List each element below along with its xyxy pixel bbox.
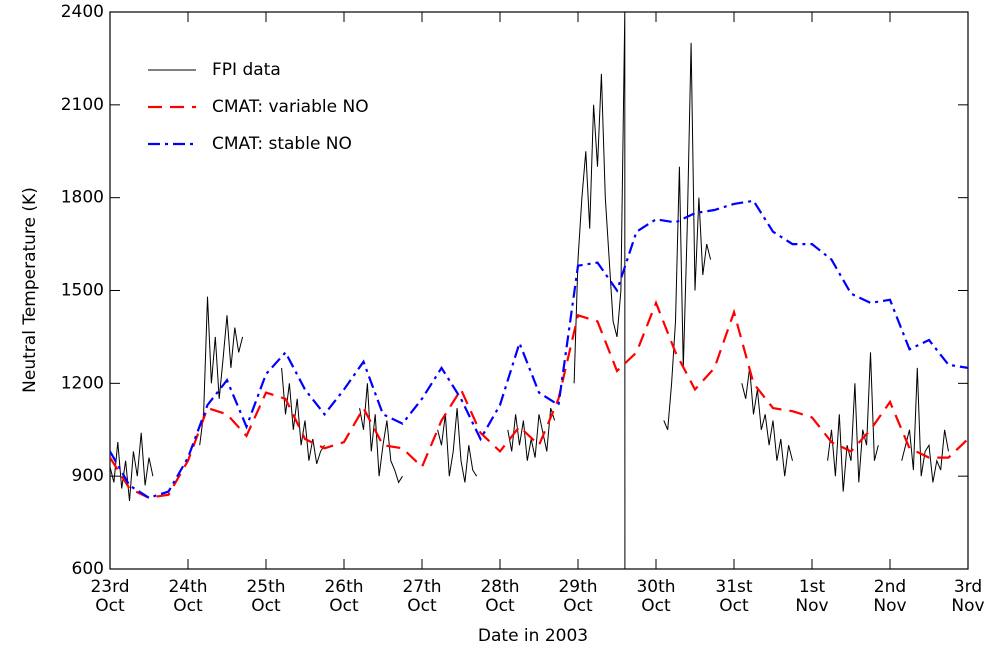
data-line <box>437 408 478 483</box>
x-tick-label: 3rd Nov <box>951 577 985 616</box>
legend-label: CMAT: variable NO <box>212 97 369 117</box>
series <box>110 299 968 499</box>
y-tick-label: 1500 <box>61 281 104 301</box>
data-line <box>663 42 712 430</box>
x-tick-label: 1st Nov <box>795 577 829 616</box>
data-line <box>110 199 968 500</box>
y-axis-title: Neutral Temperature (K) <box>20 187 40 393</box>
y-tick-label: 1800 <box>61 188 104 208</box>
x-tick-label: 2nd Nov <box>873 577 907 616</box>
series <box>110 199 968 500</box>
data-line <box>827 352 879 492</box>
y-tick-label: 1200 <box>61 373 104 393</box>
y-tick-label: 600 <box>72 559 104 579</box>
x-tick-label: 23rd Oct <box>90 577 130 616</box>
x-axis-title: Date in 2003 <box>478 626 588 646</box>
x-tick-label: 28th Oct <box>480 577 520 616</box>
data-line <box>110 299 968 499</box>
x-tick-label: 25th Oct <box>246 577 286 616</box>
series <box>110 12 949 569</box>
data-line <box>281 367 325 464</box>
data-line <box>359 383 403 484</box>
data-line <box>199 296 244 446</box>
y-tick-label: 2100 <box>61 95 104 115</box>
data-line <box>110 432 154 501</box>
legend-label: FPI data <box>212 60 281 80</box>
data-line <box>901 367 949 483</box>
x-tick-label: 26th Oct <box>324 577 364 616</box>
data-line <box>573 12 626 569</box>
data-line <box>741 367 793 477</box>
x-tick-label: 31st Oct <box>715 577 753 616</box>
y-tick-label: 900 <box>72 466 104 486</box>
x-tick-label: 27th Oct <box>402 577 442 616</box>
y-tick-label: 2400 <box>61 2 104 22</box>
x-tick-label: 29th Oct <box>558 577 598 616</box>
plot-frame <box>109 11 969 570</box>
x-tick-label: 30th Oct <box>636 577 676 616</box>
x-tick-label: 24th Oct <box>168 577 208 616</box>
legend-label: CMAT: stable NO <box>212 134 352 154</box>
